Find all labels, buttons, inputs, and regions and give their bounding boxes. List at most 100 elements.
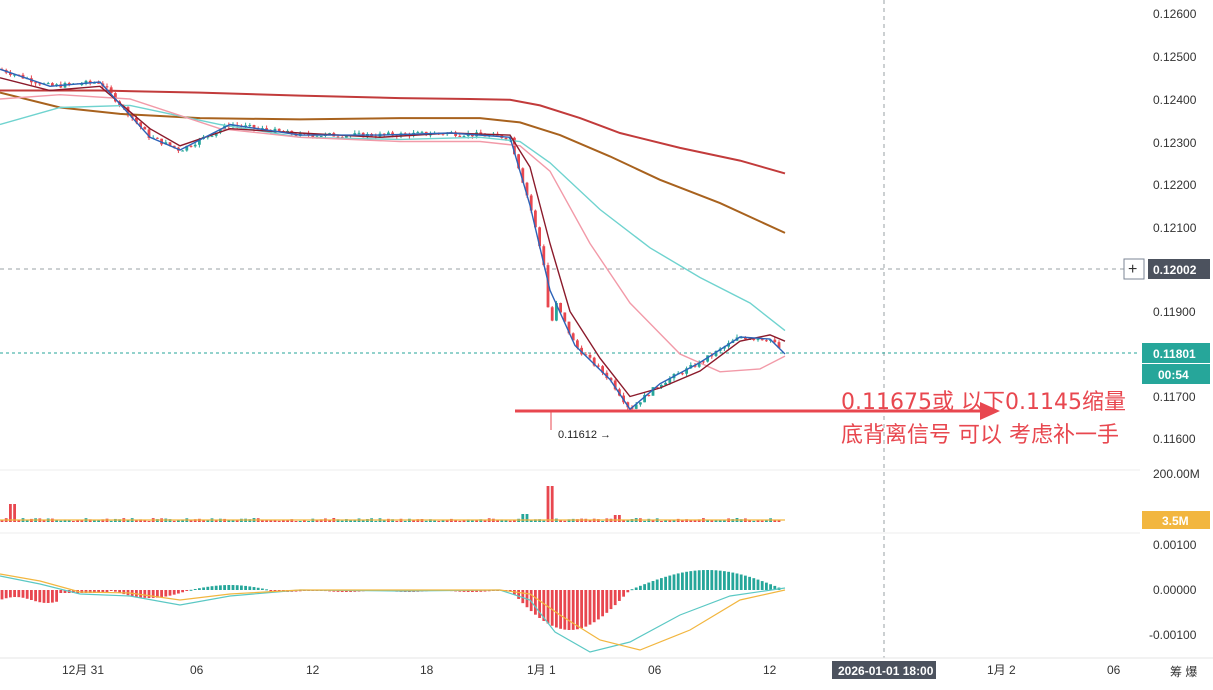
add-alert-button[interactable] bbox=[1123, 258, 1145, 280]
macd-histogram-bar bbox=[634, 587, 638, 590]
macd-histogram-bar bbox=[718, 570, 722, 590]
volume-bar bbox=[139, 519, 142, 522]
macd-histogram-bar bbox=[261, 588, 264, 590]
candle-body bbox=[198, 138, 201, 145]
macd-histogram-bar bbox=[664, 576, 667, 590]
candle-body bbox=[181, 150, 184, 152]
macd-histogram-bar bbox=[25, 590, 29, 599]
volume-bar bbox=[664, 520, 667, 522]
volume-bar bbox=[282, 520, 285, 522]
macd-histogram-bar bbox=[265, 589, 268, 591]
macd-histogram-bar bbox=[550, 590, 554, 626]
macd-histogram-bar bbox=[84, 590, 88, 593]
candle-body bbox=[315, 136, 319, 138]
candle-body bbox=[567, 321, 571, 334]
volume-bar bbox=[706, 520, 709, 522]
candle-body bbox=[613, 380, 617, 390]
candle-body bbox=[525, 182, 529, 196]
volume-bar bbox=[336, 519, 340, 522]
candle-body bbox=[206, 136, 210, 138]
candle-body bbox=[319, 135, 323, 137]
price-tick: 0.12200 bbox=[1153, 178, 1197, 192]
volume-bar bbox=[563, 520, 567, 522]
time-tick: 06 bbox=[190, 663, 204, 677]
candle-body bbox=[550, 307, 554, 321]
volume-bar bbox=[412, 519, 415, 522]
macd-histogram-bar bbox=[630, 589, 634, 591]
volume-bar bbox=[25, 519, 29, 522]
volume-tick: 200.00M bbox=[1153, 467, 1200, 481]
candle-body bbox=[576, 340, 579, 348]
macd-histogram-bar bbox=[177, 590, 180, 594]
ma-line bbox=[0, 104, 786, 332]
price-tick: 0.12600 bbox=[1153, 7, 1197, 21]
volume-bar bbox=[181, 519, 184, 522]
volume-bar bbox=[340, 520, 344, 522]
macd-histogram-bar bbox=[269, 590, 273, 592]
macd-histogram-bar bbox=[139, 590, 142, 598]
last-price-badge bbox=[1142, 343, 1210, 363]
volume-bar bbox=[63, 519, 67, 522]
time-tick: 18 bbox=[420, 663, 434, 677]
volume-bar bbox=[710, 519, 714, 522]
countdown-badge bbox=[1142, 364, 1210, 384]
candle-body bbox=[584, 354, 588, 356]
macd-histogram-bar bbox=[769, 584, 772, 590]
macd-histogram-bar bbox=[214, 585, 218, 590]
volume-bar bbox=[437, 520, 441, 522]
macd-histogram-bar bbox=[193, 588, 197, 590]
macd-histogram-bar bbox=[13, 590, 16, 598]
macd-histogram-bar bbox=[739, 574, 743, 590]
macd-histogram-bar bbox=[765, 582, 768, 590]
volume-bar bbox=[773, 519, 777, 522]
macd-histogram-bar bbox=[571, 590, 575, 630]
candle-body bbox=[744, 337, 747, 340]
volume-bar bbox=[622, 519, 625, 522]
volume-bar bbox=[496, 519, 499, 522]
macd-histogram-bar bbox=[30, 590, 33, 600]
annotation-line-2: 底背离信号 可以 考虑补一手 bbox=[841, 423, 1119, 448]
volume-current-label: 3.5M bbox=[1162, 514, 1189, 528]
volume-bar bbox=[521, 514, 525, 522]
time-axis-corner-label[interactable]: 筹 爆 bbox=[1170, 665, 1197, 679]
volume-bar bbox=[126, 520, 130, 522]
macd-histogram-bar bbox=[542, 590, 546, 621]
macd-histogram-bar bbox=[21, 590, 25, 598]
macd-histogram-bar bbox=[42, 590, 46, 603]
macd-histogram-bar bbox=[46, 590, 50, 603]
volume-bar bbox=[395, 520, 399, 522]
volume-bar bbox=[466, 519, 470, 522]
candle-body bbox=[521, 168, 525, 183]
candle-body bbox=[601, 366, 604, 373]
volume-bar bbox=[328, 520, 331, 522]
candle-body bbox=[651, 387, 655, 396]
candle-body bbox=[34, 82, 37, 84]
candle-body bbox=[756, 339, 760, 341]
macd-histogram-bar bbox=[38, 590, 42, 603]
candle-body bbox=[345, 135, 348, 138]
moving-average-lines bbox=[0, 68, 786, 411]
ma-line bbox=[0, 68, 786, 411]
volume-bar bbox=[546, 486, 550, 522]
candle-body bbox=[592, 357, 596, 366]
candle-body bbox=[454, 132, 457, 136]
crosshair-price-label: 0.12002 bbox=[1153, 263, 1197, 277]
candle-body bbox=[265, 128, 268, 131]
macd-histogram-bar bbox=[160, 590, 163, 598]
volume-bar bbox=[80, 519, 84, 522]
candle-body bbox=[189, 145, 193, 147]
macd-histogram-bar bbox=[72, 590, 75, 593]
volume-bar bbox=[756, 520, 760, 522]
candle-body bbox=[9, 72, 12, 75]
candle-body bbox=[563, 312, 567, 322]
candle-body bbox=[143, 127, 147, 130]
candle-body bbox=[660, 384, 663, 388]
candle-body bbox=[697, 361, 701, 367]
macd-histogram-bar bbox=[235, 585, 239, 590]
macd-histogram-bar bbox=[256, 587, 260, 590]
macd-histogram-bar bbox=[529, 590, 533, 612]
volume-bar bbox=[135, 520, 138, 522]
volume-bar bbox=[177, 519, 180, 522]
candle-body bbox=[626, 402, 630, 408]
